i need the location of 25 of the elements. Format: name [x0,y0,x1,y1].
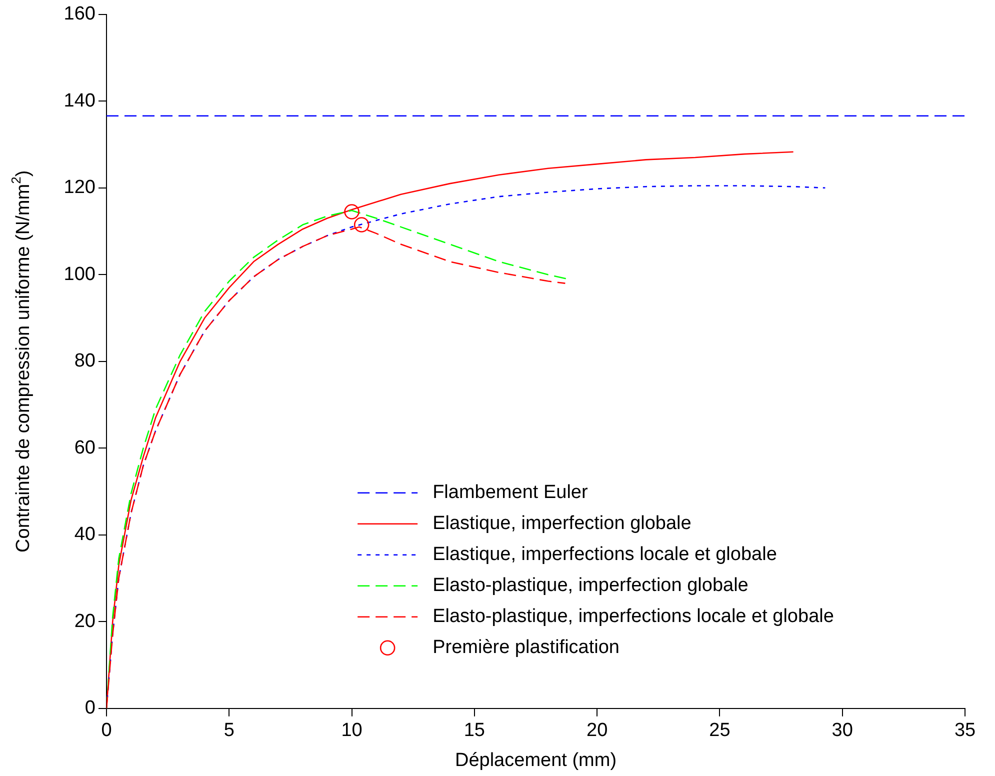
y-tick-label: 0 [84,698,96,719]
y-tick-label: 100 [64,264,96,285]
x-tick-label: 10 [341,720,362,742]
y-tick-label: 20 [74,610,96,632]
legend-label: Elastique, imperfection globale [432,513,692,534]
x-tick-label: 35 [954,720,976,742]
y-tick-label: 60 [74,437,96,458]
x-tick-label: 25 [709,720,730,742]
x-axis-title: Déplacement (mm) [454,750,617,771]
x-tick-label: 20 [586,720,608,742]
y-tick-label: 40 [74,524,96,546]
y-tick-label: 80 [74,350,96,372]
y-axis-title: Contrainte de compression uniforme (N/mm2) [8,170,34,552]
legend-label: Première plastification [432,637,620,658]
x-tick-label: 5 [224,720,234,742]
legend-label: Elastique, imperfections locale et globale [432,544,777,566]
y-tick-label: 160 [64,4,96,25]
y-tick-label: 120 [64,177,96,198]
x-tick-label: 0 [101,720,112,742]
x-tick-label: 30 [832,720,853,742]
legend-label: Elasto-plastique, imperfections locale et globale [432,606,834,628]
y-tick-label: 140 [64,90,96,112]
legend-label: Elasto-plastique, imperfection globale [432,575,748,596]
legend-label: Flambement Euler [432,482,588,504]
x-tick-label: 15 [464,720,485,742]
